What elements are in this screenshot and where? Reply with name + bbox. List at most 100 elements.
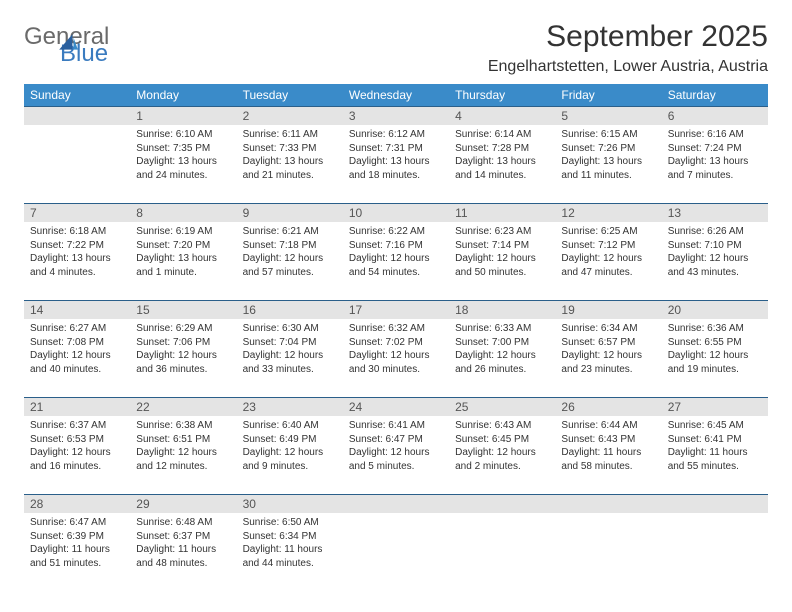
- sunset-text: Sunset: 7:10 PM: [668, 239, 762, 253]
- sunrise-text: Sunrise: 6:30 AM: [243, 322, 337, 336]
- weekday-header: Tuesday: [237, 84, 343, 106]
- day-cell-body: Sunrise: 6:44 AMSunset: 6:43 PMDaylight:…: [555, 416, 661, 479]
- day-cell: Sunrise: 6:36 AMSunset: 6:55 PMDaylight:…: [662, 319, 768, 397]
- sunrise-text: Sunrise: 6:16 AM: [668, 128, 762, 142]
- day-cell-body: Sunrise: 6:27 AMSunset: 7:08 PMDaylight:…: [24, 319, 130, 382]
- header: General Blue September 2025 Engelhartste…: [24, 20, 768, 76]
- day-number-cell: 16: [237, 300, 343, 319]
- sunset-text: Sunset: 6:49 PM: [243, 433, 337, 447]
- sunrise-text: Sunrise: 6:11 AM: [243, 128, 337, 142]
- day-cell-body: Sunrise: 6:23 AMSunset: 7:14 PMDaylight:…: [449, 222, 555, 285]
- day-cell: [343, 513, 449, 591]
- daylight-text: Daylight: 12 hours and 2 minutes.: [455, 446, 549, 473]
- day-number-cell: 22: [130, 397, 236, 416]
- day-cell: Sunrise: 6:21 AMSunset: 7:18 PMDaylight:…: [237, 222, 343, 300]
- week-body-row: Sunrise: 6:47 AMSunset: 6:39 PMDaylight:…: [24, 513, 768, 591]
- day-cell: Sunrise: 6:25 AMSunset: 7:12 PMDaylight:…: [555, 222, 661, 300]
- sunrise-text: Sunrise: 6:14 AM: [455, 128, 549, 142]
- day-cell-body: Sunrise: 6:50 AMSunset: 6:34 PMDaylight:…: [237, 513, 343, 576]
- daylight-text: Daylight: 11 hours and 51 minutes.: [30, 543, 124, 570]
- day-number-empty: [555, 494, 661, 513]
- day-number: 3: [343, 106, 449, 125]
- daylight-text: Daylight: 12 hours and 19 minutes.: [668, 349, 762, 376]
- sunset-text: Sunset: 7:00 PM: [455, 336, 549, 350]
- day-cell: Sunrise: 6:40 AMSunset: 6:49 PMDaylight:…: [237, 416, 343, 494]
- day-cell-body: Sunrise: 6:12 AMSunset: 7:31 PMDaylight:…: [343, 125, 449, 188]
- day-cell: Sunrise: 6:33 AMSunset: 7:00 PMDaylight:…: [449, 319, 555, 397]
- day-number: 9: [237, 203, 343, 222]
- day-cell: Sunrise: 6:41 AMSunset: 6:47 PMDaylight:…: [343, 416, 449, 494]
- week-daynum-row: 78910111213: [24, 203, 768, 222]
- day-number-empty: [24, 106, 130, 125]
- day-number-cell: 6: [662, 106, 768, 125]
- day-number: 21: [24, 397, 130, 416]
- sunrise-text: Sunrise: 6:48 AM: [136, 516, 230, 530]
- sunset-text: Sunset: 7:31 PM: [349, 142, 443, 156]
- daylight-text: Daylight: 12 hours and 40 minutes.: [30, 349, 124, 376]
- day-number-cell: 19: [555, 300, 661, 319]
- day-cell: Sunrise: 6:19 AMSunset: 7:20 PMDaylight:…: [130, 222, 236, 300]
- sunset-text: Sunset: 7:28 PM: [455, 142, 549, 156]
- day-cell: Sunrise: 6:37 AMSunset: 6:53 PMDaylight:…: [24, 416, 130, 494]
- day-number-empty: [343, 494, 449, 513]
- day-cell-body: Sunrise: 6:38 AMSunset: 6:51 PMDaylight:…: [130, 416, 236, 479]
- day-number-cell: 15: [130, 300, 236, 319]
- day-cell: Sunrise: 6:38 AMSunset: 6:51 PMDaylight:…: [130, 416, 236, 494]
- sunrise-text: Sunrise: 6:44 AM: [561, 419, 655, 433]
- logo-sail-icon: [57, 32, 79, 54]
- day-number: 12: [555, 203, 661, 222]
- day-cell: Sunrise: 6:18 AMSunset: 7:22 PMDaylight:…: [24, 222, 130, 300]
- daylight-text: Daylight: 13 hours and 21 minutes.: [243, 155, 337, 182]
- day-cell-body: Sunrise: 6:47 AMSunset: 6:39 PMDaylight:…: [24, 513, 130, 576]
- day-cell-body: Sunrise: 6:36 AMSunset: 6:55 PMDaylight:…: [662, 319, 768, 382]
- daylight-text: Daylight: 12 hours and 9 minutes.: [243, 446, 337, 473]
- sunrise-text: Sunrise: 6:33 AM: [455, 322, 549, 336]
- day-cell: [24, 125, 130, 203]
- day-cell: Sunrise: 6:30 AMSunset: 7:04 PMDaylight:…: [237, 319, 343, 397]
- day-number-cell: 5: [555, 106, 661, 125]
- day-number-cell: 23: [237, 397, 343, 416]
- sunset-text: Sunset: 7:12 PM: [561, 239, 655, 253]
- day-number-cell: 26: [555, 397, 661, 416]
- day-number: 18: [449, 300, 555, 319]
- sunset-text: Sunset: 6:55 PM: [668, 336, 762, 350]
- day-cell-body: Sunrise: 6:22 AMSunset: 7:16 PMDaylight:…: [343, 222, 449, 285]
- sunset-text: Sunset: 7:33 PM: [243, 142, 337, 156]
- day-number: 25: [449, 397, 555, 416]
- day-number-empty: [449, 494, 555, 513]
- sunrise-text: Sunrise: 6:38 AM: [136, 419, 230, 433]
- day-cell-body: Sunrise: 6:37 AMSunset: 6:53 PMDaylight:…: [24, 416, 130, 479]
- weekday-header: Sunday: [24, 84, 130, 106]
- day-number: 11: [449, 203, 555, 222]
- weekday-header: Friday: [555, 84, 661, 106]
- day-cell-body: Sunrise: 6:21 AMSunset: 7:18 PMDaylight:…: [237, 222, 343, 285]
- day-cell: Sunrise: 6:29 AMSunset: 7:06 PMDaylight:…: [130, 319, 236, 397]
- day-number: 24: [343, 397, 449, 416]
- sunset-text: Sunset: 6:37 PM: [136, 530, 230, 544]
- weekday-header: Wednesday: [343, 84, 449, 106]
- day-number: 28: [24, 494, 130, 513]
- day-cell: Sunrise: 6:48 AMSunset: 6:37 PMDaylight:…: [130, 513, 236, 591]
- daylight-text: Daylight: 12 hours and 57 minutes.: [243, 252, 337, 279]
- weekday-header: Saturday: [662, 84, 768, 106]
- day-number-cell: 4: [449, 106, 555, 125]
- sunset-text: Sunset: 7:26 PM: [561, 142, 655, 156]
- day-number-cell: 29: [130, 494, 236, 513]
- sunset-text: Sunset: 6:39 PM: [30, 530, 124, 544]
- day-cell-body: Sunrise: 6:30 AMSunset: 7:04 PMDaylight:…: [237, 319, 343, 382]
- sunrise-text: Sunrise: 6:19 AM: [136, 225, 230, 239]
- day-number-cell: [343, 494, 449, 513]
- day-number-cell: 18: [449, 300, 555, 319]
- sunset-text: Sunset: 6:45 PM: [455, 433, 549, 447]
- sunset-text: Sunset: 7:04 PM: [243, 336, 337, 350]
- sunset-text: Sunset: 7:22 PM: [30, 239, 124, 253]
- sunset-text: Sunset: 6:43 PM: [561, 433, 655, 447]
- day-cell: [449, 513, 555, 591]
- sunrise-text: Sunrise: 6:10 AM: [136, 128, 230, 142]
- daylight-text: Daylight: 11 hours and 44 minutes.: [243, 543, 337, 570]
- sunrise-text: Sunrise: 6:36 AM: [668, 322, 762, 336]
- daylight-text: Daylight: 12 hours and 54 minutes.: [349, 252, 443, 279]
- daylight-text: Daylight: 12 hours and 12 minutes.: [136, 446, 230, 473]
- sunrise-text: Sunrise: 6:22 AM: [349, 225, 443, 239]
- day-number: 10: [343, 203, 449, 222]
